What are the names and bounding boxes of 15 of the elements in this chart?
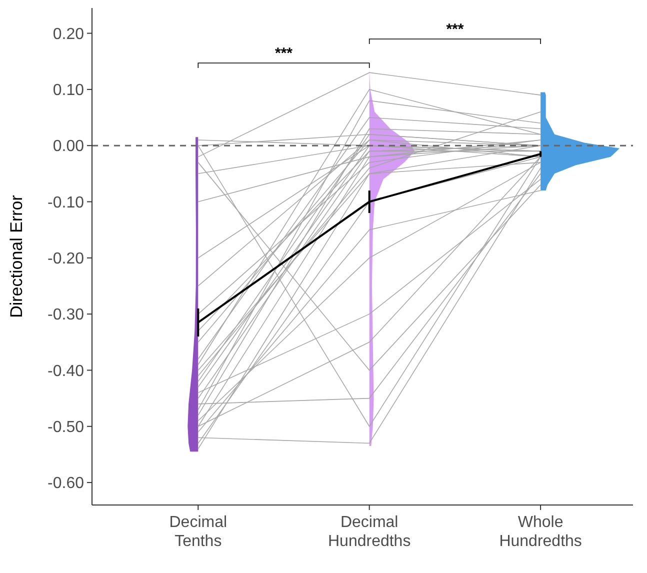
y-axis-title: Directional Error [7,194,26,318]
x-tick-label: Decimal Hundredths [328,514,411,550]
y-tick-label: 0.20 [52,26,84,43]
y-tick-label: -0.60 [48,475,84,492]
y-tick-label: -0.10 [48,194,84,212]
y-tick-label: -0.20 [48,250,84,268]
y-tick-label: 0.10 [52,82,84,100]
annotation: *** [274,45,293,62]
y-tick-label: 0.00 [52,138,84,156]
annotation: *** [446,21,464,38]
x-tick-label: Whole Hundredths [499,514,582,550]
y-tick-label: -0.50 [48,418,84,436]
y-tick-label: -0.40 [48,362,84,380]
x-tick-label: Decimal Tenths [169,514,228,550]
y-tick-label: -0.30 [48,306,84,324]
